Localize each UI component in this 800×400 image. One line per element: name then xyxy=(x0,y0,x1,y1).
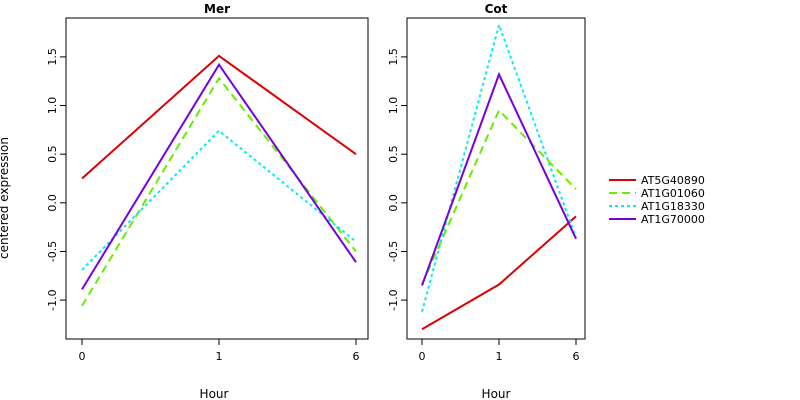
x-tick-label: 1 xyxy=(216,350,223,363)
y-tick-label: 1.5 xyxy=(387,48,400,65)
y-tick-label: 1.5 xyxy=(46,48,59,65)
y-axis-label: centered expression xyxy=(0,137,11,259)
panel-title: Mer xyxy=(204,2,230,16)
y-tick-label: 0.5 xyxy=(387,145,400,163)
panels-layer: Mer -1.0 -0.5 0.0 0.5 1.0 1.5 0 1 6 Hour Cot -1.0 -0.… xyxy=(46,2,586,400)
legend-label: AT1G70000 xyxy=(641,213,705,226)
series-line-at1g18330 xyxy=(81,129,357,271)
x-tick-label: 0 xyxy=(79,350,86,363)
legend-label: AT1G01060 xyxy=(641,187,705,200)
legend-label: AT5G40890 xyxy=(641,174,705,187)
x-tick-label: 6 xyxy=(573,350,580,363)
y-tick-label: 1.0 xyxy=(46,97,59,115)
x-tick-label: 0 xyxy=(419,350,426,363)
y-tick-label: 0.5 xyxy=(46,145,59,163)
panel-cot: Cot -1.0 -0.5 0.0 0.5 1.0 1.5 0 1 6 Hour xyxy=(387,2,586,400)
series-line-at1g01060 xyxy=(421,108,577,285)
panel-mer: Mer -1.0 -0.5 0.0 0.5 1.0 1.5 0 1 6 Hour xyxy=(46,2,369,400)
y-tick-label: -1.0 xyxy=(387,289,400,310)
y-tick-label: 0.0 xyxy=(387,194,400,212)
plot-frame xyxy=(65,17,369,340)
x-tick-label: 6 xyxy=(353,350,360,363)
plot-frame xyxy=(406,17,586,340)
y-tick-label: 1.0 xyxy=(387,97,400,115)
y-tick-label: -1.0 xyxy=(46,289,59,310)
series-line-at5g40890 xyxy=(421,215,577,331)
panel-title: Cot xyxy=(485,2,508,16)
series-line-at5g40890 xyxy=(81,54,357,180)
y-tick-label: -0.5 xyxy=(387,241,400,262)
x-axis-label: Hour xyxy=(200,387,229,400)
series-line-at1g01060 xyxy=(81,76,357,307)
y-tick-label: 0.0 xyxy=(46,194,59,212)
series-line-at1g70000 xyxy=(421,71,577,286)
y-tick-label: -0.5 xyxy=(46,241,59,262)
series-line-at1g70000 xyxy=(81,62,357,290)
x-tick-label: 1 xyxy=(496,350,503,363)
series-line-at1g18330 xyxy=(421,21,577,313)
legend-label: AT1G18330 xyxy=(641,200,705,213)
x-axis-label: Hour xyxy=(482,387,511,400)
